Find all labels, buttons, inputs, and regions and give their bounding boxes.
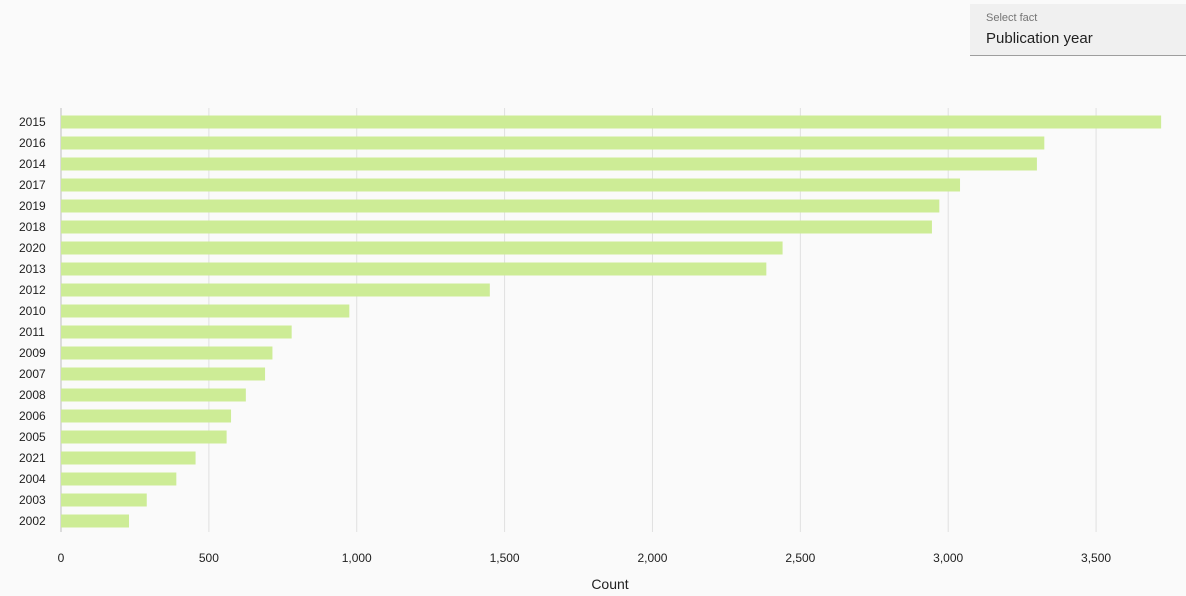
bar-2008[interactable] xyxy=(61,388,246,402)
bar-2012[interactable] xyxy=(61,283,490,297)
bar-2021[interactable] xyxy=(61,451,196,465)
x-tick-label: 1,500 xyxy=(490,551,520,565)
x-tick-label: 3,500 xyxy=(1081,551,1111,565)
y-tick-label: 2004 xyxy=(19,472,46,486)
x-tick-label: 2,000 xyxy=(637,551,667,565)
bar-2004[interactable] xyxy=(61,472,177,486)
bar-2018[interactable] xyxy=(61,220,932,234)
y-tick-label: 2006 xyxy=(19,409,46,423)
y-tick-label: 2012 xyxy=(19,283,46,297)
y-tick-label: 2002 xyxy=(19,514,46,528)
bar-2009[interactable] xyxy=(61,346,273,360)
bar-2006[interactable] xyxy=(61,409,232,423)
bar-2016[interactable] xyxy=(61,136,1045,150)
bar-2002[interactable] xyxy=(61,514,130,528)
x-tick-labels: 0 500 1,000 1,500 2,000 2,500 3,000 3,500 xyxy=(58,551,1112,565)
select-fact-value: Publication year xyxy=(986,30,1093,47)
bar-2007[interactable] xyxy=(61,367,266,381)
select-fact-dropdown[interactable]: Select fact Publication year xyxy=(970,4,1186,56)
y-tick-label: 2018 xyxy=(19,220,46,234)
y-tick-label: 2008 xyxy=(19,388,46,402)
y-tick-label: 2014 xyxy=(19,157,46,171)
x-tick-label: 500 xyxy=(199,551,219,565)
bar-2005[interactable] xyxy=(61,430,227,444)
y-tick-label: 2013 xyxy=(19,262,46,276)
x-tick-label: 3,000 xyxy=(933,551,963,565)
x-tick-label: 2,500 xyxy=(785,551,815,565)
bar-2015[interactable] xyxy=(61,115,1162,129)
bars xyxy=(61,115,1162,528)
bar-2013[interactable] xyxy=(61,262,767,276)
y-tick-label: 2011 xyxy=(19,325,45,339)
y-tick-label: 2009 xyxy=(19,346,46,360)
select-fact-label: Select fact xyxy=(986,12,1038,24)
y-tick-label: 2007 xyxy=(19,367,46,381)
y-tick-label: 2020 xyxy=(19,241,46,255)
bar-2014[interactable] xyxy=(61,157,1037,171)
y-tick-label: 2015 xyxy=(19,115,46,129)
bar-2017[interactable] xyxy=(61,178,961,192)
x-axis-title: Count xyxy=(591,576,628,592)
y-tick-label: 2003 xyxy=(19,493,46,507)
bar-2010[interactable] xyxy=(61,304,350,318)
y-tick-label: 2010 xyxy=(19,304,46,318)
x-tick-label: 0 xyxy=(58,551,65,565)
bar-2020[interactable] xyxy=(61,241,783,255)
bar-2003[interactable] xyxy=(61,493,147,507)
y-tick-label: 2005 xyxy=(19,430,46,444)
grid-lines xyxy=(60,108,1097,532)
y-tick-label: 2021 xyxy=(19,451,46,465)
y-tick-labels: 2015 2016 2014 2017 2019 2018 2020 2013 2012 2010… xyxy=(19,115,46,528)
bar-2011[interactable] xyxy=(61,325,292,339)
x-tick-label: 1,000 xyxy=(342,551,372,565)
y-tick-label: 2019 xyxy=(19,199,46,213)
bar-2019[interactable] xyxy=(61,199,940,213)
y-tick-label: 2016 xyxy=(19,136,46,150)
y-tick-label: 2017 xyxy=(19,178,46,192)
